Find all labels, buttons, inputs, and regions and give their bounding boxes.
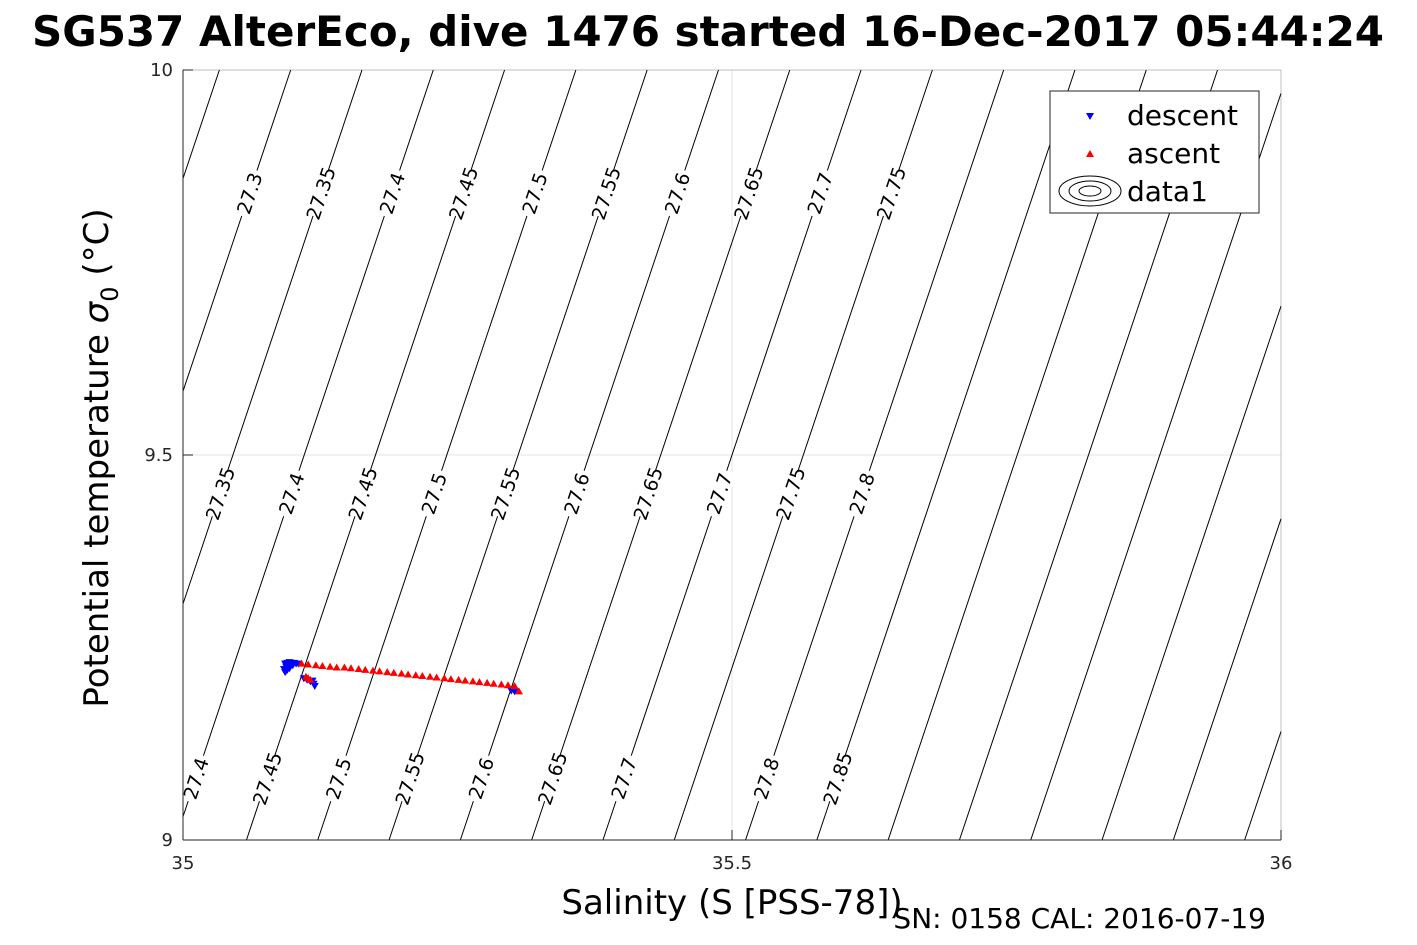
x-tick-label-2: 36 xyxy=(1270,853,1293,874)
x-tick-label-0: 35 xyxy=(172,853,195,874)
legend-ascent-marker xyxy=(1086,150,1094,157)
legend-contour-icon xyxy=(1058,175,1122,207)
contour-label-bg-labels_bottom-6 xyxy=(249,752,285,805)
contour-label-bg-labels_top-15 xyxy=(873,167,909,220)
contour-label-bg-labels_bottom-10 xyxy=(535,752,570,805)
isoline-26 xyxy=(1030,93,1282,841)
ascent-marker-9 xyxy=(361,665,370,673)
ascent-marker-18 xyxy=(426,672,435,680)
contour-label-bg-labels_top-12 xyxy=(660,167,695,220)
ascent-marker-20 xyxy=(440,674,449,682)
contour-label-bg-labels_middle-11 xyxy=(559,467,594,520)
contour-label-bg-labels_bottom-11 xyxy=(606,752,641,805)
ascent-marker-10 xyxy=(368,666,377,674)
ascent-marker-17 xyxy=(418,671,427,679)
ascent-marker-15 xyxy=(404,670,413,678)
y-axis-label: Potential temperature σ0 (°C) xyxy=(77,208,124,707)
ascent-marker-11 xyxy=(375,667,384,675)
ascent-marker-13 xyxy=(389,668,398,676)
contour-label-bg-labels_top-13 xyxy=(731,167,766,220)
isoline-22 xyxy=(745,69,1005,841)
ascent-marker-3 xyxy=(318,661,327,669)
ascent-marker-16 xyxy=(411,671,420,679)
ascent-marker-30 xyxy=(510,682,519,689)
ascent-marker-12 xyxy=(383,668,392,676)
isoline-23 xyxy=(816,69,1076,841)
contour-label-bg-labels_bottom-13 xyxy=(820,752,855,805)
contour-label-bg-labels_top-6 xyxy=(232,167,267,220)
legend-box xyxy=(1049,90,1260,214)
y-tick-label-0: 9 xyxy=(162,830,173,851)
ascent-marker-1 xyxy=(304,660,313,668)
ascent-marker-24 xyxy=(468,677,477,685)
ascent-marker-6 xyxy=(340,663,349,671)
x-axis-label: Salinity (S [PSS-78]) xyxy=(561,883,902,923)
contour-label-bg-labels_middle-7 xyxy=(274,467,309,520)
ascent-marker-7 xyxy=(346,664,355,672)
ascent-marker-0 xyxy=(297,659,306,667)
ascent-marker-33 xyxy=(306,675,315,683)
ascent-marker-28 xyxy=(497,680,506,688)
isoline-27 xyxy=(1101,305,1282,841)
descent-marker-15 xyxy=(285,665,294,673)
y-tick-label-1: 9.5 xyxy=(144,445,173,466)
isoline-11 xyxy=(182,69,220,179)
ascent-marker-2 xyxy=(311,661,320,669)
axis-ticks: 35 35.5 36 9 9.5 10 xyxy=(144,60,1292,874)
contour-label-bg-labels_bottom-8 xyxy=(392,752,427,805)
contour-label-bg-labels_bottom-9 xyxy=(463,752,499,805)
ascent-marker-27 xyxy=(489,679,498,687)
chart-title: SG537 AlterEco, dive 1476 started 16-Dec… xyxy=(32,7,1384,56)
ascent-marker-5 xyxy=(332,663,341,671)
isoline-29 xyxy=(1244,731,1282,841)
ascent-marker-22 xyxy=(454,675,463,683)
ascent-marker-25 xyxy=(475,678,484,686)
contour-label-bg-labels_top-10 xyxy=(517,167,552,220)
contour-label-bg-labels_middle-15 xyxy=(844,467,879,520)
isoline-12 xyxy=(182,69,292,392)
legend: descent ascent data1 xyxy=(1049,90,1260,214)
contour-label-bg-labels_middle-8 xyxy=(345,467,380,520)
contour-label-bg-labels_middle-13 xyxy=(701,467,737,520)
contour-label-bg-labels_bottom-12 xyxy=(749,752,784,805)
legend-descent-label: descent xyxy=(1127,99,1238,132)
contour-label-bg-labels_bottom-5 xyxy=(178,752,213,805)
contour-label-bg-labels_middle-9 xyxy=(416,467,452,520)
ascent-marker-31 xyxy=(514,687,523,695)
contour-label-bg-labels_top-14 xyxy=(802,167,837,220)
descent-marker-23 xyxy=(510,688,519,696)
ascent-marker-23 xyxy=(461,676,470,684)
contour-label-bg-labels_top-7 xyxy=(303,167,338,220)
contour-label-bg-labels_middle-10 xyxy=(488,467,523,520)
ascent-marker-14 xyxy=(397,669,406,677)
x-tick-label-1: 35.5 xyxy=(712,853,752,874)
ascent-marker-26 xyxy=(483,678,492,686)
contour-label-bg-labels_top-9 xyxy=(446,167,481,220)
contour-label-bg-labels_middle-14 xyxy=(773,467,808,520)
contour-label-bg-labels_middle-12 xyxy=(630,467,665,520)
data-markers xyxy=(280,659,523,696)
ascent-marker-8 xyxy=(354,665,363,673)
isoline-28 xyxy=(1172,518,1282,841)
contour-label-bg-labels_top-8 xyxy=(374,167,410,220)
footer-serial-cal: SN: 0158 CAL: 2016-07-19 xyxy=(893,902,1266,935)
descent-marker-20 xyxy=(310,683,319,690)
contour-label-bg-labels_bottom-7 xyxy=(321,752,356,805)
y-tick-label-2: 10 xyxy=(150,60,173,81)
legend-data1-label: data1 xyxy=(1127,175,1208,208)
legend-ascent-label: ascent xyxy=(1127,137,1220,170)
ascent-marker-21 xyxy=(446,675,455,683)
ascent-marker-19 xyxy=(432,673,441,681)
contour-label-bg-labels_middle-6 xyxy=(202,467,238,520)
ascent-marker-4 xyxy=(326,662,335,670)
ascent-marker-29 xyxy=(504,681,513,689)
contour-label-bg-labels_top-11 xyxy=(588,167,623,220)
ascent-marker-34 xyxy=(301,672,310,680)
legend-descent-marker xyxy=(1086,113,1094,120)
